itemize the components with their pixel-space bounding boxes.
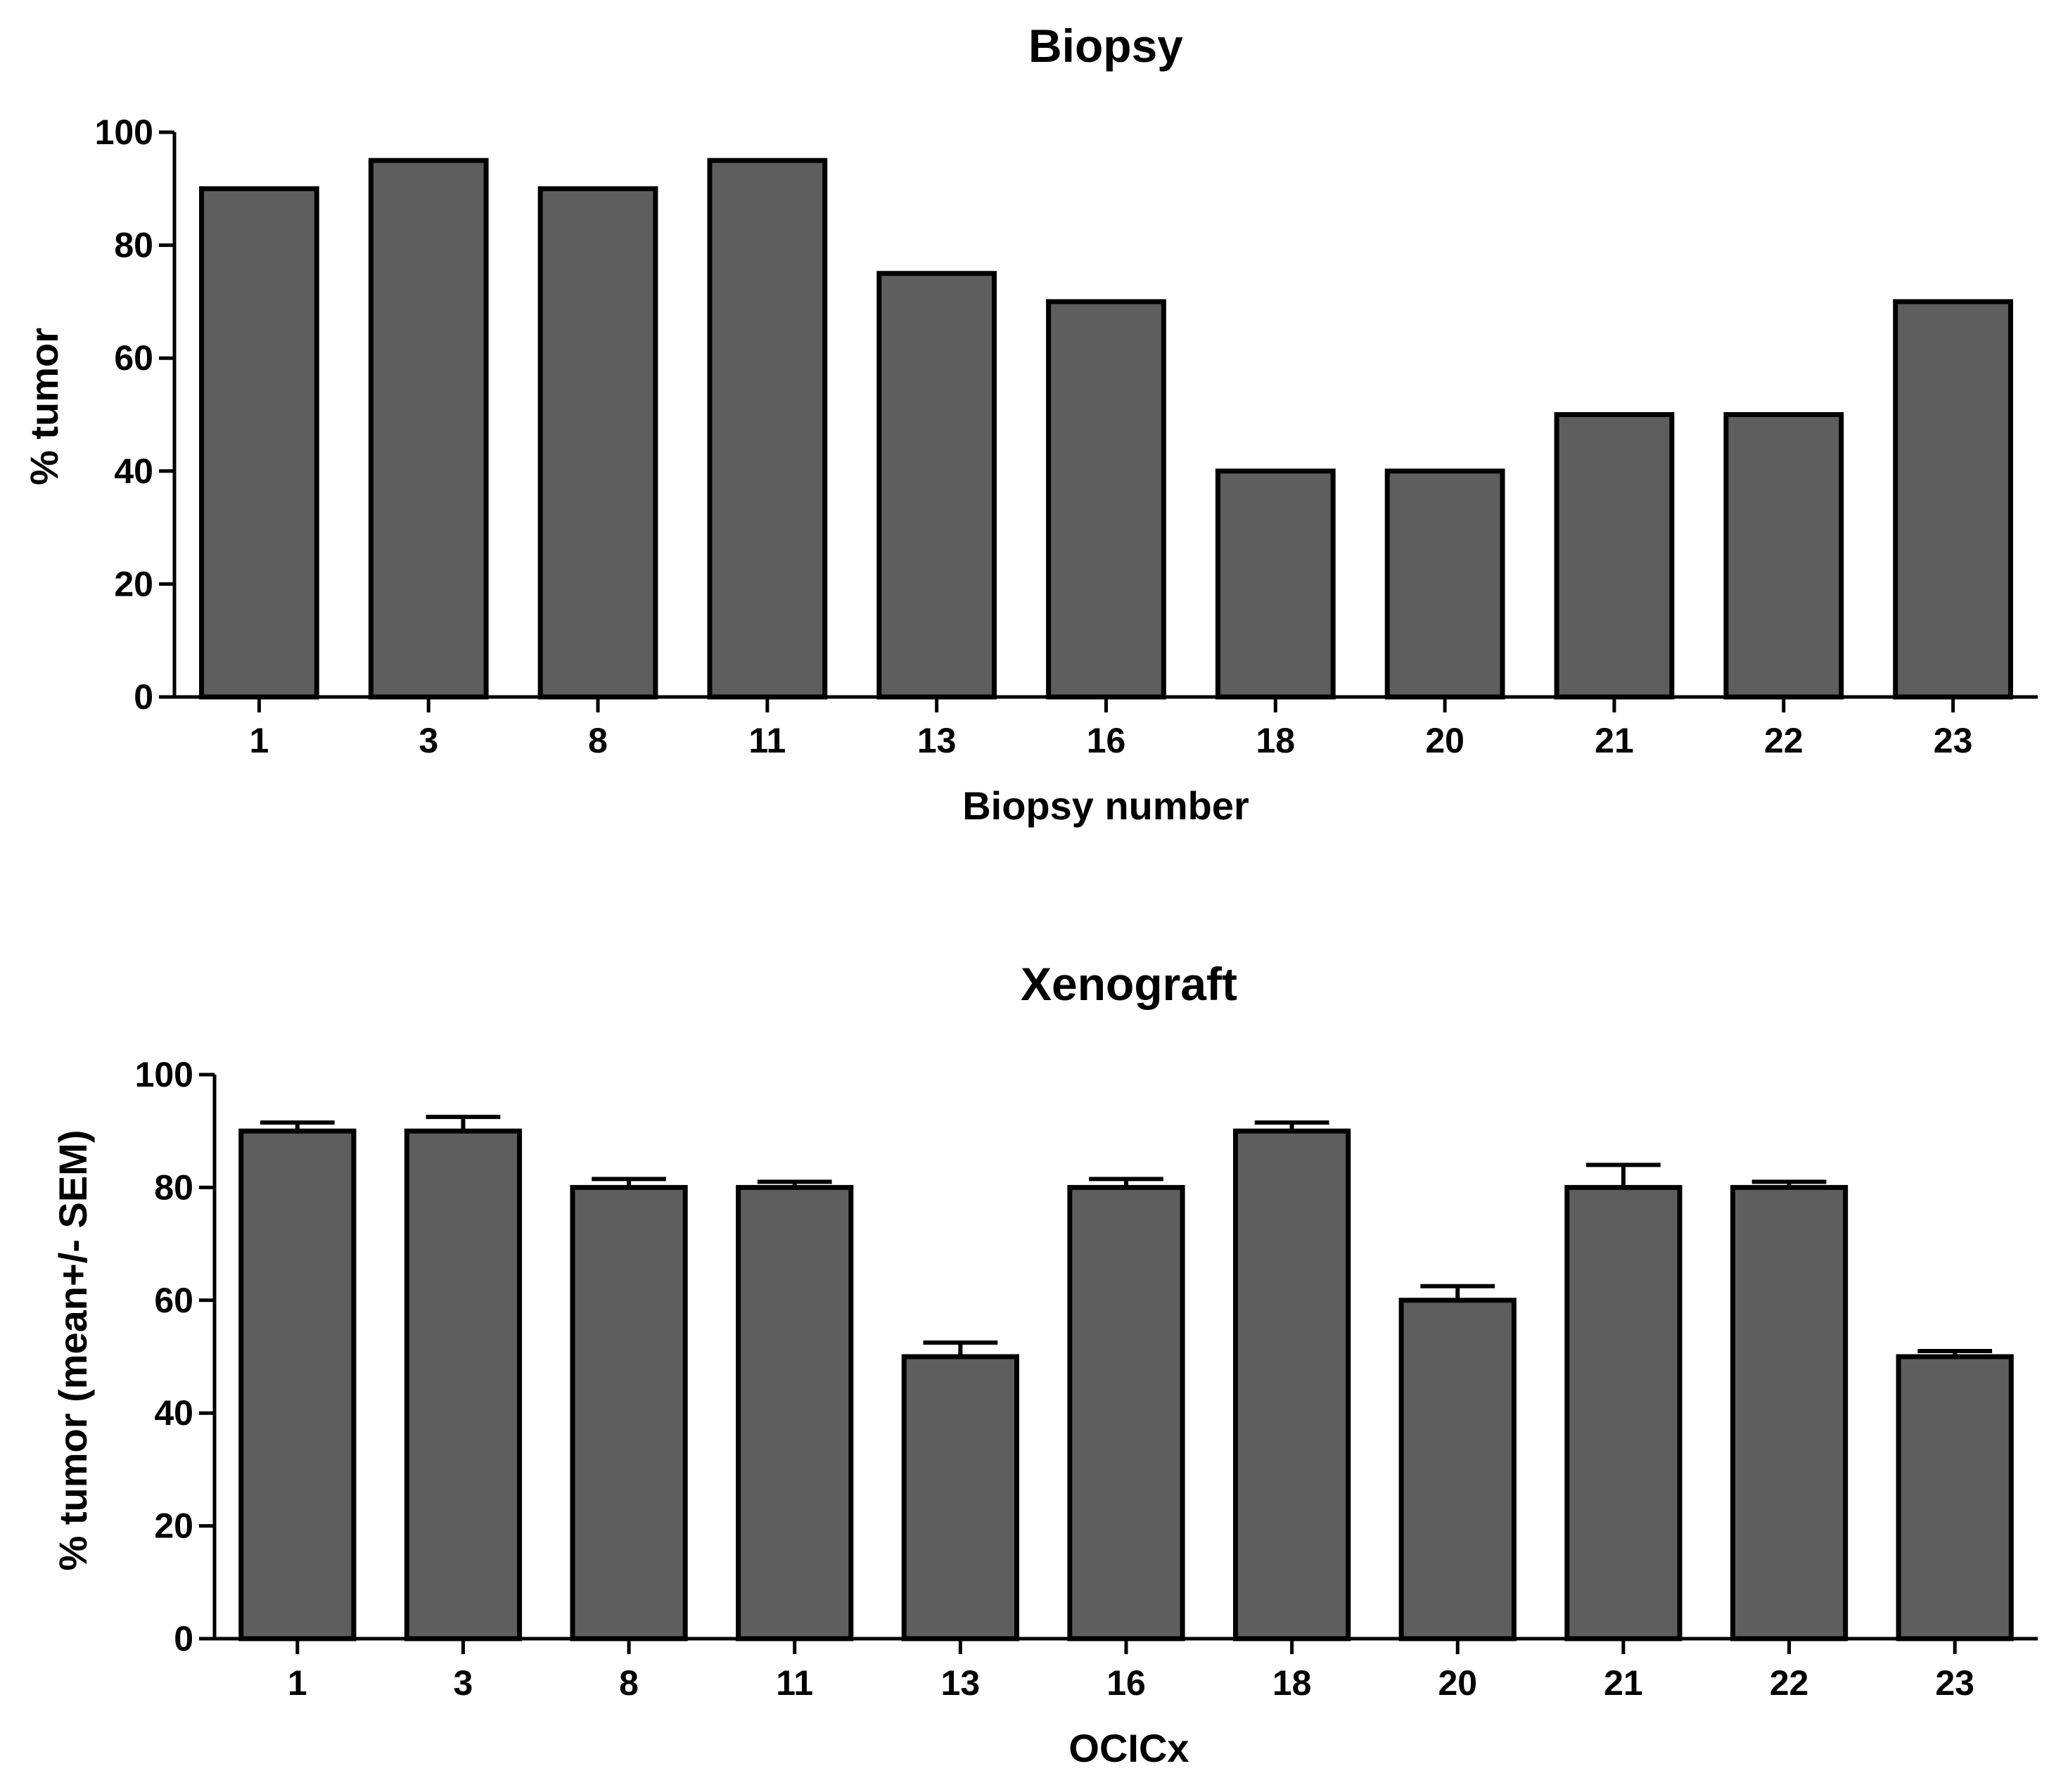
y-tick-label: 60 <box>114 338 153 378</box>
x-tick-label: 16 <box>1106 1663 1146 1703</box>
bar <box>1893 299 2013 700</box>
y-axis-title: % tumor <box>22 328 66 485</box>
y-tick-label: 0 <box>174 1619 193 1658</box>
x-tick-label: 20 <box>1425 721 1464 760</box>
x-tick-label: 22 <box>1764 721 1804 760</box>
chart-title: Biopsy <box>1028 20 1183 72</box>
x-tick-label: 23 <box>1935 1663 1974 1703</box>
bars <box>199 158 2013 700</box>
bar <box>876 271 997 700</box>
x-tick-label: 11 <box>776 1663 813 1703</box>
bar <box>1564 1184 1683 1641</box>
y-axis-title: % tumor (mean+/- SEM) <box>51 1130 95 1571</box>
bar <box>1067 1184 1185 1641</box>
bar <box>1896 1354 2014 1641</box>
bar <box>1046 299 1166 700</box>
y-tick-label: 0 <box>134 677 153 717</box>
bar <box>1233 1128 1351 1641</box>
x-tick-label: 8 <box>619 1663 639 1703</box>
y-tick-label: 40 <box>154 1393 193 1433</box>
bar <box>1398 1298 1517 1641</box>
error-bars <box>260 1115 1993 1357</box>
y-axis-ticks: 0 20 40 60 80 100 <box>95 113 174 717</box>
x-tick-label: 13 <box>941 1663 981 1703</box>
x-axis-title: OCICx <box>1068 1726 1189 1770</box>
x-tick-label: 20 <box>1438 1663 1477 1703</box>
x-axis-ticks: 1 3 8 11 13 16 18 20 21 22 23 <box>250 697 1973 760</box>
bars <box>238 1128 2014 1641</box>
bar <box>1730 1184 1849 1641</box>
y-tick-label: 100 <box>95 113 153 152</box>
x-tick-label: 11 <box>748 721 786 760</box>
bar <box>901 1354 1019 1641</box>
x-tick-label: 3 <box>454 1663 473 1703</box>
bar <box>1554 412 1675 700</box>
bar <box>1215 468 1336 700</box>
x-tick-label: 3 <box>419 721 438 760</box>
bar <box>1384 468 1505 700</box>
x-tick-label: 21 <box>1604 1663 1643 1703</box>
biopsy-chart: Biopsy % tumor Biopsy number 02040608010… <box>22 20 2038 828</box>
y-tick-label: 100 <box>135 1055 193 1094</box>
x-tick-label: 22 <box>1770 1663 1809 1703</box>
y-tick-label: 80 <box>114 226 153 265</box>
xenograft-chart: Xenograft % tumor (mean+/- SEM) OCICx 0 2… <box>51 958 2038 1770</box>
bar <box>570 1184 688 1641</box>
y-tick-label: 20 <box>114 564 153 603</box>
x-tick-label: 18 <box>1256 721 1296 760</box>
x-tick-label: 13 <box>917 721 957 760</box>
x-tick-label: 1 <box>250 721 269 760</box>
bar <box>707 158 828 700</box>
bar <box>537 186 658 700</box>
y-tick-label: 40 <box>114 452 153 491</box>
x-tick-label: 1 <box>288 1663 307 1703</box>
x-tick-label: 16 <box>1087 721 1126 760</box>
y-tick-label: 80 <box>154 1167 193 1207</box>
y-tick-label: 20 <box>154 1506 193 1546</box>
bar <box>1723 412 1844 700</box>
y-tick-label: 60 <box>154 1281 193 1320</box>
x-tick-label: 18 <box>1272 1663 1312 1703</box>
chart-title: Xenograft <box>1021 958 1237 1010</box>
bar <box>404 1128 523 1641</box>
bar <box>199 186 319 700</box>
bar <box>368 158 489 700</box>
bar <box>736 1184 854 1641</box>
x-tick-label: 21 <box>1595 721 1634 760</box>
x-tick-label: 23 <box>1934 721 1973 760</box>
x-tick-label: 8 <box>588 721 608 760</box>
y-axis-ticks: 0 20 40 60 80 100 <box>135 1055 215 1658</box>
x-axis-ticks: 1 3 8 11 13 16 18 20 21 22 23 <box>288 1639 1974 1703</box>
bar <box>238 1128 357 1641</box>
x-axis-title: Biopsy number <box>962 783 1249 828</box>
